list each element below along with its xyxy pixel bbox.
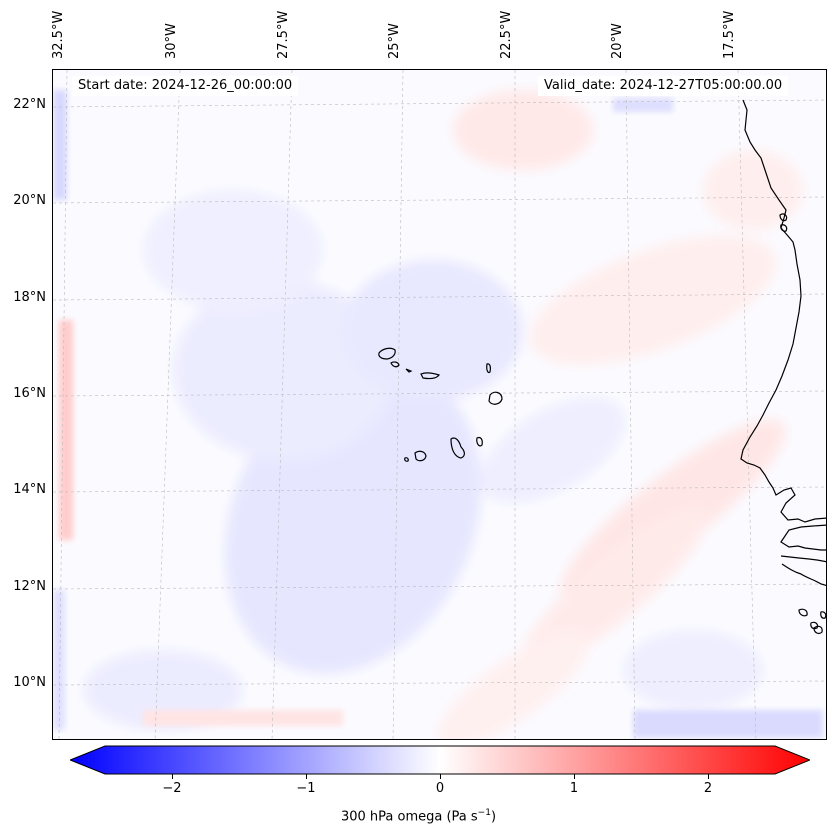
field-patch-positive <box>519 509 707 671</box>
lon-label: 32.5°W <box>51 10 66 59</box>
field-boundary-bands <box>53 90 823 738</box>
island-santiago <box>450 437 465 459</box>
island-bijagos-1 <box>798 608 808 617</box>
lat-label: 10°N <box>13 675 46 690</box>
graticule <box>53 70 826 739</box>
coastline-guinea-bissau <box>781 563 826 587</box>
field-patch-positive <box>703 150 803 230</box>
omega-field-map <box>53 70 826 739</box>
island-bijagos-2 <box>810 621 819 630</box>
colorbar-label-exponent: −1 <box>477 808 491 818</box>
lat-label: 12°N <box>13 579 46 594</box>
colorbar-tick-label: 2 <box>703 781 713 796</box>
lon-label: 17.5°W <box>722 10 737 59</box>
meridian <box>271 70 293 739</box>
island-santa-luzia <box>405 368 413 373</box>
colorbar-tick-label: −2 <box>162 781 182 796</box>
lat-label: 20°N <box>13 193 46 208</box>
island-sao-nicolau <box>420 372 440 380</box>
island-sal <box>486 363 491 374</box>
field-band-positive <box>59 320 73 540</box>
field-patch-positive <box>529 235 777 365</box>
island-fogo <box>414 450 427 462</box>
colorbar-label-end: ) <box>490 809 497 825</box>
island-brava <box>404 457 409 462</box>
coastline-mainland <box>740 99 826 523</box>
valid-date-label: Valid_date: 2024-12-27T05:00:00.00 <box>538 76 789 96</box>
map-panel <box>52 69 827 740</box>
colorbar-label: 300 hPa omega (Pa s−1) <box>0 808 837 824</box>
colorbar-body <box>70 745 810 775</box>
colorbar <box>70 745 810 775</box>
field-patch-positive <box>437 632 589 739</box>
lon-label: 25°W <box>387 23 402 59</box>
colorbar-tickmark <box>306 774 307 779</box>
lat-label: 16°N <box>13 386 46 401</box>
lon-label: 30°W <box>164 23 179 59</box>
field-band-negative <box>53 590 65 730</box>
colorbar-tick-label: −1 <box>296 781 316 796</box>
lat-label: 18°N <box>13 290 46 305</box>
field-patch-positive <box>453 90 593 170</box>
colorbar-tickmark <box>708 774 709 779</box>
meridian <box>392 70 404 739</box>
island-maio <box>476 436 483 447</box>
lat-label: 14°N <box>13 482 46 497</box>
island-santo-antao <box>378 347 396 360</box>
field-band-negative <box>633 710 823 738</box>
colorbar-tick-label: 0 <box>435 781 445 796</box>
field-negative-patches <box>83 190 763 730</box>
meridian <box>58 70 68 739</box>
field-patch-negative <box>343 260 523 400</box>
lon-label: 27.5°W <box>276 10 291 59</box>
lon-label: 22.5°W <box>499 10 514 59</box>
colorbar-tick-label: 1 <box>569 781 579 796</box>
island-boa-vista <box>488 391 503 405</box>
meridian <box>737 70 757 739</box>
island-cape-blanc <box>780 224 788 232</box>
field-positive-patches <box>437 90 803 739</box>
field-patch-negative <box>623 630 763 710</box>
island-bijagos-4 <box>813 625 823 634</box>
start-date-label: Start date: 2024-12-26_00:00:00 <box>72 76 299 96</box>
meridian <box>154 70 181 739</box>
field-band-negative <box>53 90 67 200</box>
meridian <box>625 70 636 739</box>
field-band-positive <box>143 710 343 726</box>
island-canary-dakhla <box>779 213 788 222</box>
colorbar-tickmark <box>574 774 575 779</box>
field-band-negative <box>613 98 673 112</box>
field-patch-negative <box>480 397 626 503</box>
colorbar-tickmark <box>172 774 173 779</box>
coastline-senegal-south <box>780 524 826 551</box>
coastline-gambia <box>780 555 826 563</box>
island-bijagos-3 <box>820 611 826 619</box>
africa-coastline <box>740 99 826 634</box>
lat-label: 22°N <box>13 97 46 112</box>
colorbar-tickmark <box>440 774 441 779</box>
lon-label: 20°W <box>610 23 625 59</box>
colorbar-label-text: 300 hPa omega (Pa s <box>340 809 478 825</box>
cape-verde-islands <box>378 347 503 462</box>
island-sao-vicente <box>390 361 400 368</box>
field-patch-negative <box>143 190 323 310</box>
